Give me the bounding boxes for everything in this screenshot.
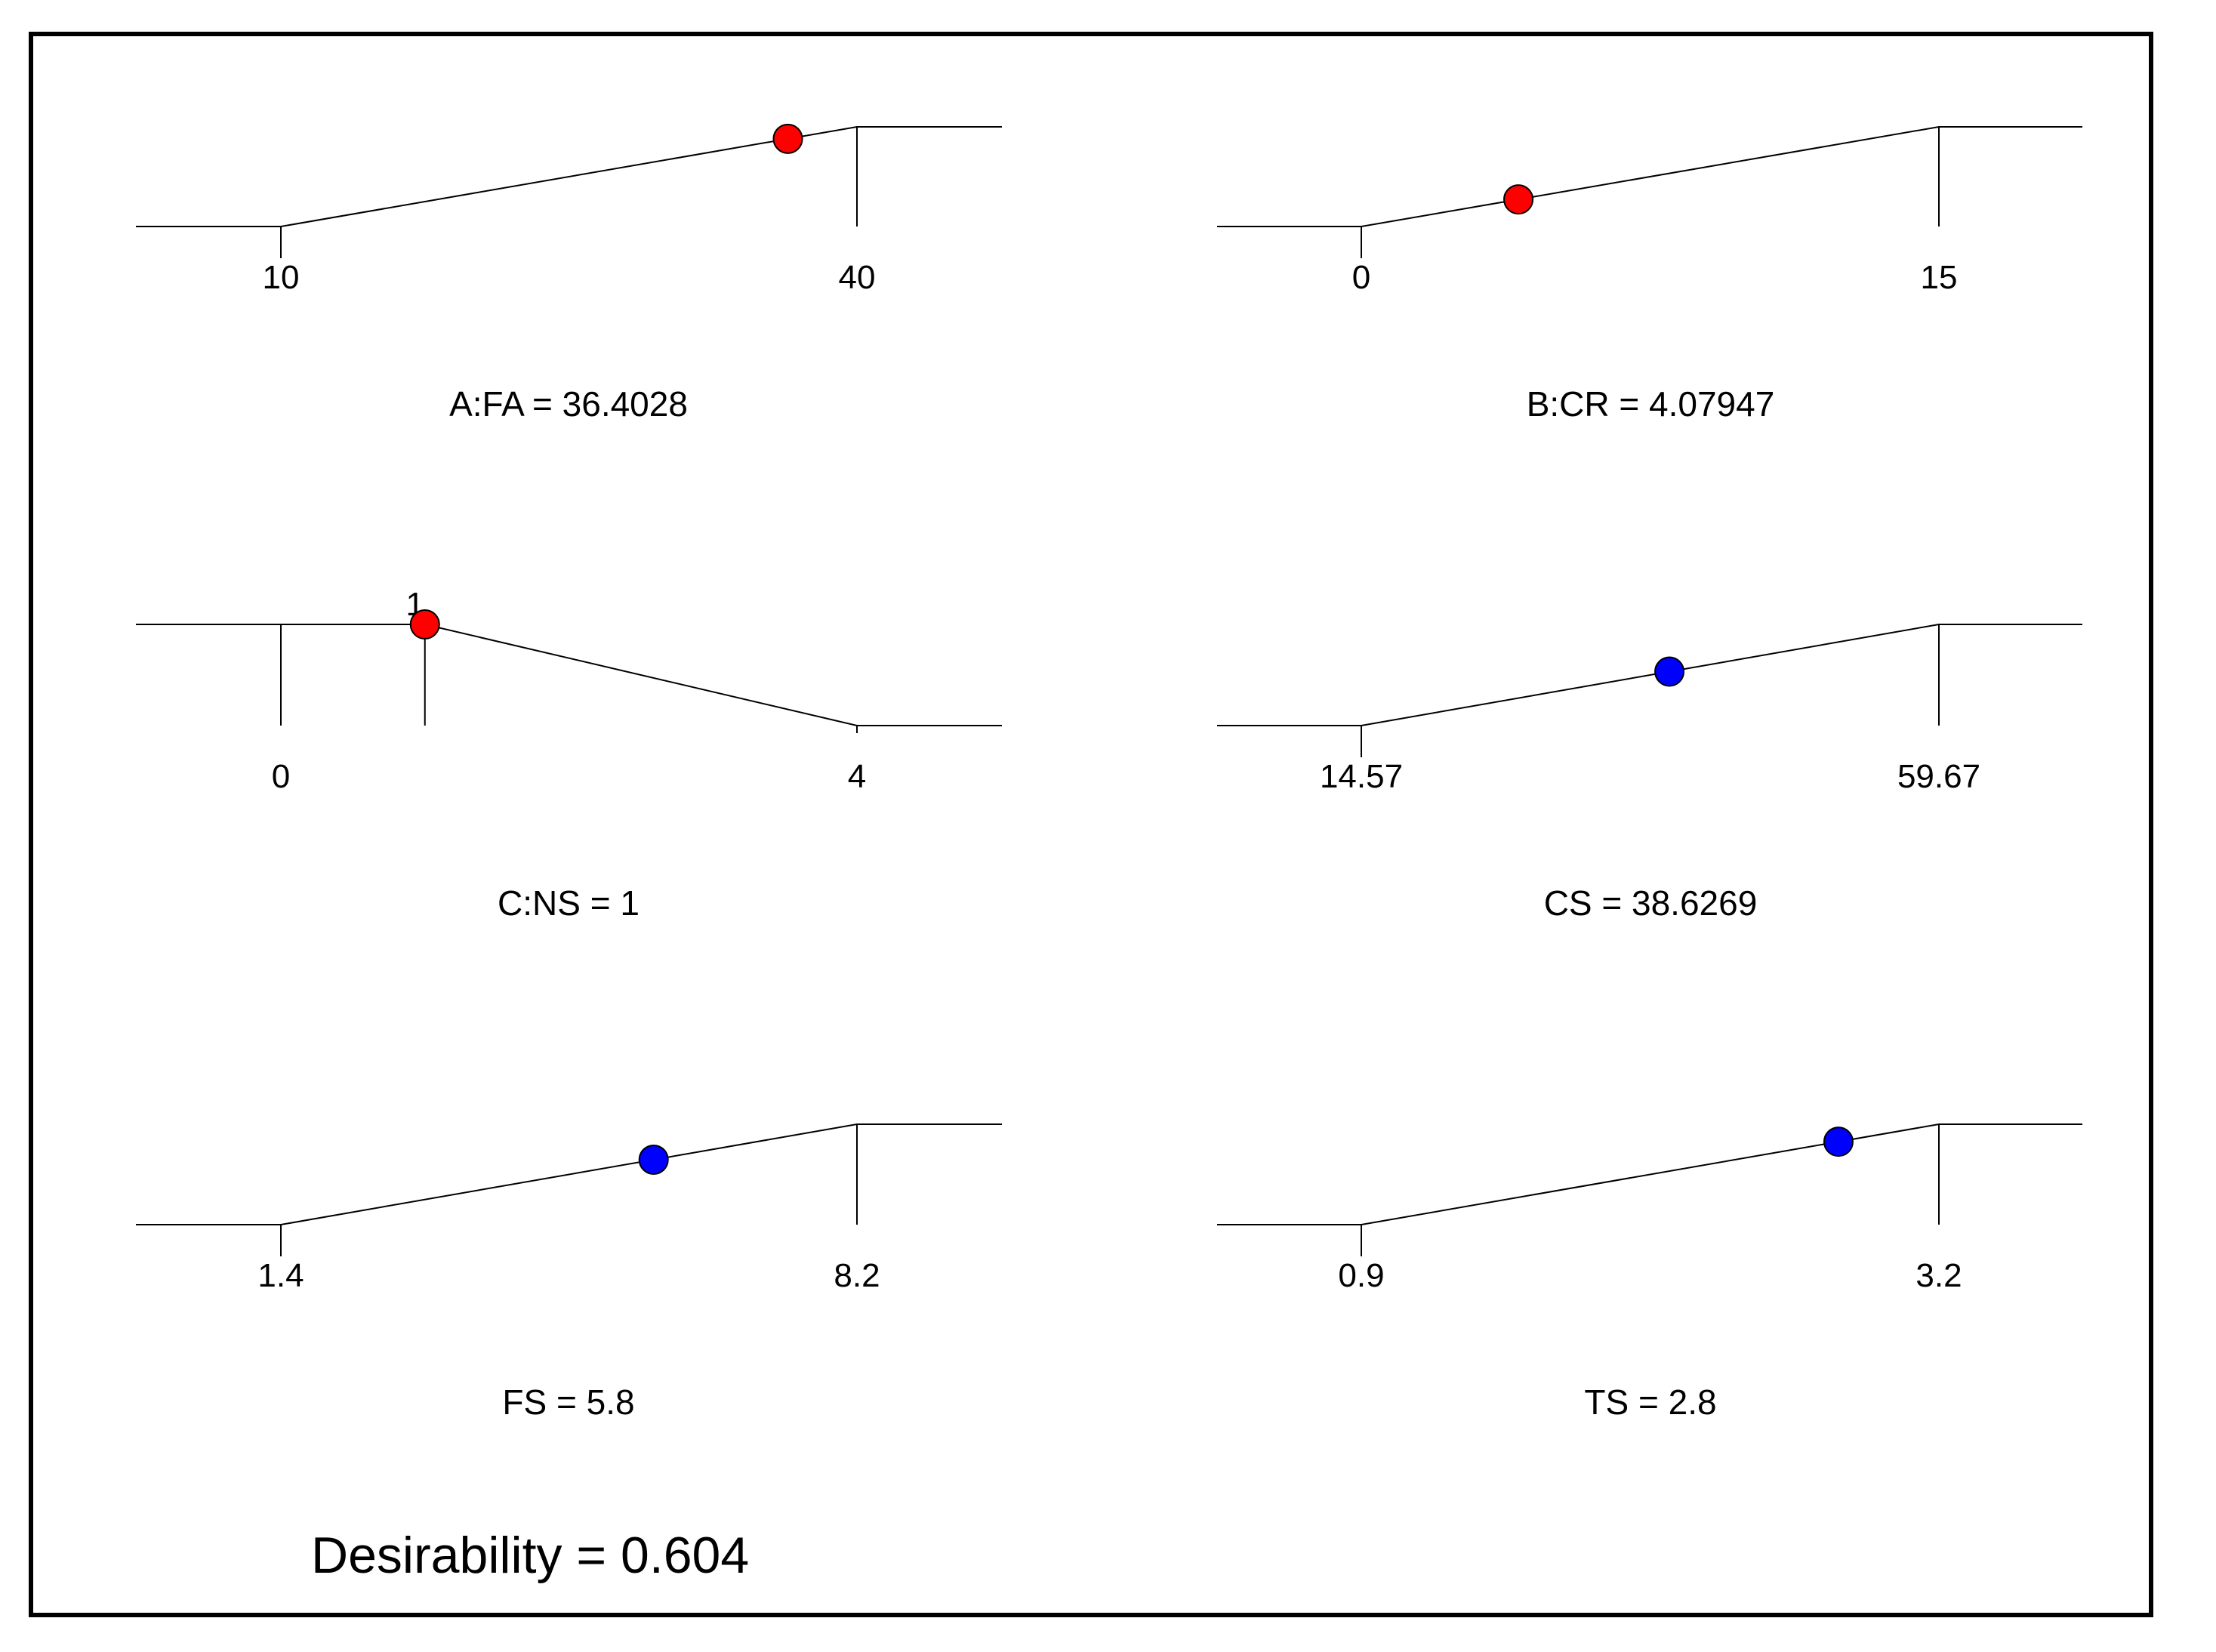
ramp-a-title: A:FA = 36.4028 — [449, 384, 688, 424]
ramp-c-high-label: 4 — [848, 758, 866, 795]
ramp-fs-curve — [136, 1123, 1002, 1225]
ramp-cs-marker — [1654, 656, 1685, 687]
ramp-a-marker — [772, 123, 803, 154]
ramp-cs-title: CS = 38.6269 — [1544, 883, 1758, 923]
ramp-ts-high-label: 3.2 — [1915, 1257, 1962, 1294]
ramp-b-title: B:CR = 4.07947 — [1527, 384, 1775, 424]
ramp-fs-high-label: 8.2 — [834, 1257, 880, 1294]
ramp-c-title: C:NS = 1 — [498, 883, 640, 923]
ramp-a-low-label: 10 — [263, 259, 300, 296]
ramp-c-marker — [409, 609, 440, 640]
ramp-fs-title: FS = 5.8 — [502, 1382, 634, 1422]
ramp-b-curve — [1217, 126, 2082, 227]
ramp-cs-curve — [1217, 624, 2082, 726]
plot-frame — [29, 32, 2153, 1617]
ramp-ts-low-label: 0.9 — [1338, 1257, 1384, 1294]
ramp-b-high-label: 15 — [1921, 259, 1958, 296]
ramp-cs-low-label: 14.57 — [1320, 758, 1403, 795]
ramp-a-curve — [136, 126, 1002, 227]
ramp-ts-curve — [1217, 1123, 2082, 1225]
ramp-b-low-label: 0 — [1352, 259, 1370, 296]
ramp-b-marker — [1503, 184, 1534, 215]
ramp-a-high-label: 40 — [839, 259, 876, 296]
desirability-label: Desirability = 0.604 — [311, 1527, 749, 1584]
ramp-c-low-label: 0 — [272, 758, 290, 795]
ramp-fs-marker — [638, 1144, 669, 1175]
ramp-ts-title: TS = 2.8 — [1584, 1382, 1716, 1422]
ramp-c-curve — [136, 624, 1002, 726]
ramp-fs-low-label: 1.4 — [257, 1257, 304, 1294]
ramp-ts-marker — [1823, 1127, 1854, 1157]
ramp-cs-high-label: 59.67 — [1897, 758, 1980, 795]
